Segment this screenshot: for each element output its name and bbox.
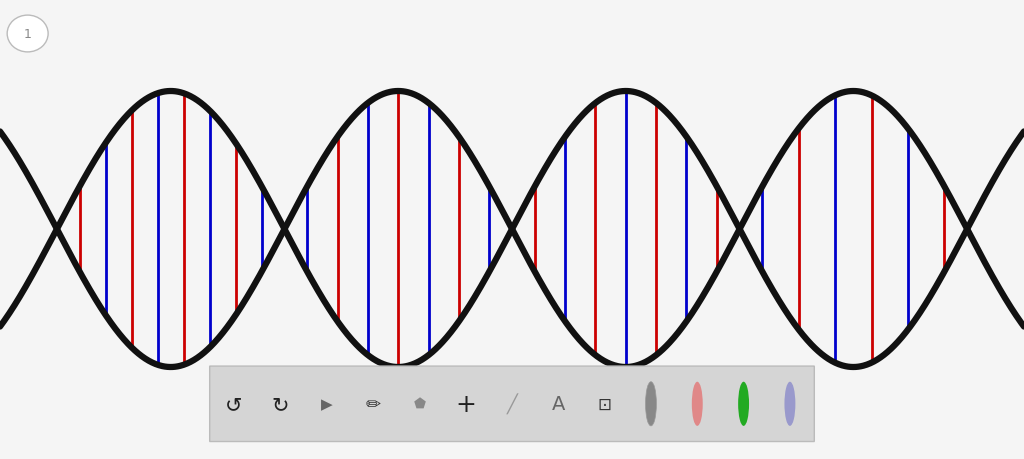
Text: A: A: [552, 394, 565, 414]
Text: ⬟: ⬟: [414, 397, 425, 411]
Text: ▶: ▶: [321, 397, 333, 411]
Text: ↺: ↺: [225, 394, 243, 414]
Circle shape: [784, 382, 796, 426]
Circle shape: [692, 382, 702, 426]
Ellipse shape: [7, 16, 48, 53]
Text: +: +: [456, 392, 476, 416]
Text: 1: 1: [24, 28, 32, 41]
Text: ✏: ✏: [366, 395, 381, 413]
Circle shape: [738, 382, 749, 426]
Text: ↻: ↻: [271, 394, 289, 414]
Circle shape: [645, 382, 656, 426]
FancyBboxPatch shape: [210, 366, 814, 442]
Text: ⊡: ⊡: [598, 395, 611, 413]
Text: ╱: ╱: [507, 393, 517, 414]
